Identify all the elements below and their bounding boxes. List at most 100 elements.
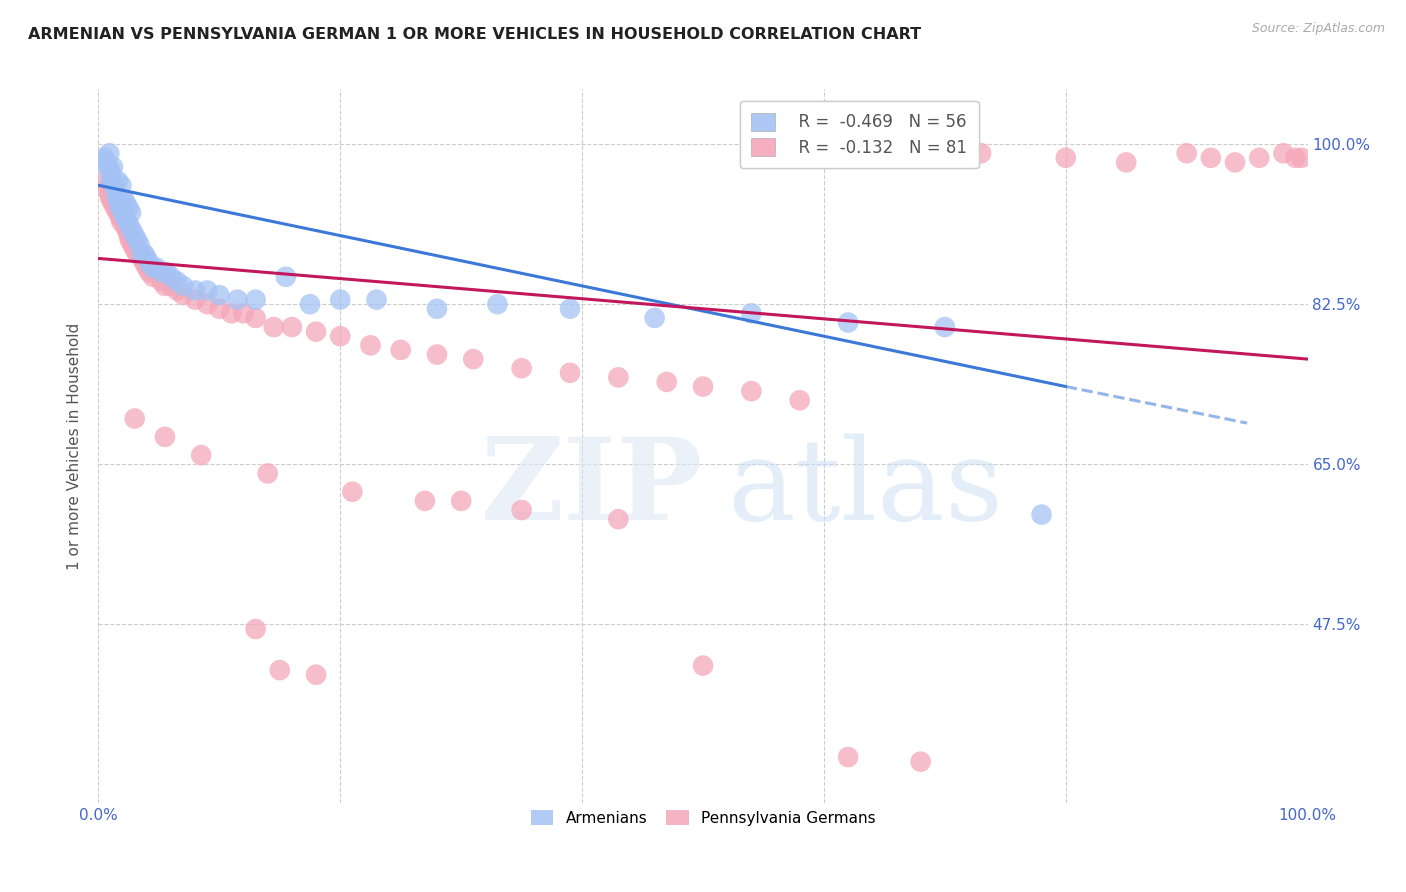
Point bbox=[789, 393, 811, 408]
Point bbox=[263, 320, 285, 334]
Text: ARMENIAN VS PENNSYLVANIA GERMAN 1 OR MORE VEHICLES IN HOUSEHOLD CORRELATION CHAR: ARMENIAN VS PENNSYLVANIA GERMAN 1 OR MOR… bbox=[28, 27, 921, 42]
Point bbox=[692, 658, 714, 673]
Point bbox=[100, 169, 122, 183]
Point bbox=[450, 494, 472, 508]
Point bbox=[105, 187, 128, 202]
Point bbox=[135, 252, 157, 266]
Point bbox=[118, 219, 141, 234]
Point bbox=[329, 329, 352, 343]
Point bbox=[274, 269, 297, 284]
Point bbox=[837, 316, 859, 330]
Text: Source: ZipAtlas.com: Source: ZipAtlas.com bbox=[1251, 22, 1385, 36]
Point bbox=[98, 187, 121, 202]
Point bbox=[124, 228, 146, 243]
Text: ZIP: ZIP bbox=[481, 434, 703, 544]
Point bbox=[172, 288, 194, 302]
Point bbox=[184, 293, 207, 307]
Point bbox=[1291, 151, 1313, 165]
Point bbox=[366, 293, 388, 307]
Point bbox=[1175, 146, 1198, 161]
Point bbox=[1249, 151, 1271, 165]
Point bbox=[110, 215, 132, 229]
Point bbox=[1054, 151, 1077, 165]
Point bbox=[103, 178, 125, 193]
Point bbox=[100, 192, 122, 206]
Legend: Armenians, Pennsylvania Germans: Armenians, Pennsylvania Germans bbox=[519, 797, 887, 838]
Point bbox=[160, 279, 183, 293]
Point bbox=[329, 293, 352, 307]
Point bbox=[135, 260, 157, 275]
Point bbox=[138, 265, 160, 279]
Point bbox=[360, 338, 382, 352]
Point bbox=[245, 293, 267, 307]
Point bbox=[145, 265, 167, 279]
Text: atlas: atlas bbox=[727, 434, 1004, 544]
Point bbox=[245, 310, 267, 325]
Point bbox=[127, 247, 149, 261]
Point bbox=[655, 375, 678, 389]
Point bbox=[226, 293, 249, 307]
Point bbox=[121, 237, 143, 252]
Point bbox=[934, 320, 956, 334]
Point bbox=[413, 494, 436, 508]
Point bbox=[208, 301, 231, 316]
Point bbox=[142, 260, 165, 275]
Point bbox=[281, 320, 304, 334]
Point bbox=[93, 151, 115, 165]
Point bbox=[150, 265, 173, 279]
Point bbox=[97, 160, 120, 174]
Point bbox=[166, 284, 188, 298]
Point bbox=[131, 247, 153, 261]
Point bbox=[124, 242, 146, 256]
Point bbox=[108, 211, 131, 225]
Point bbox=[114, 219, 136, 234]
Point bbox=[305, 667, 328, 681]
Point bbox=[118, 201, 141, 215]
Point bbox=[107, 205, 129, 219]
Point bbox=[558, 301, 581, 316]
Point bbox=[486, 297, 509, 311]
Point bbox=[510, 361, 533, 376]
Point bbox=[305, 325, 328, 339]
Point bbox=[115, 219, 138, 234]
Point bbox=[1272, 146, 1295, 161]
Point bbox=[910, 755, 932, 769]
Point bbox=[1199, 151, 1222, 165]
Point bbox=[190, 448, 212, 462]
Point bbox=[115, 196, 138, 211]
Point bbox=[117, 224, 139, 238]
Point bbox=[110, 178, 132, 193]
Point bbox=[1115, 155, 1137, 169]
Point bbox=[389, 343, 412, 357]
Point bbox=[740, 384, 762, 398]
Point bbox=[97, 183, 120, 197]
Point bbox=[510, 503, 533, 517]
Point bbox=[134, 256, 156, 270]
Point bbox=[108, 201, 131, 215]
Point bbox=[1223, 155, 1246, 169]
Point bbox=[131, 252, 153, 266]
Point bbox=[463, 352, 485, 367]
Point bbox=[195, 284, 218, 298]
Point bbox=[145, 260, 167, 275]
Point bbox=[101, 196, 124, 211]
Point bbox=[970, 146, 993, 161]
Point bbox=[105, 201, 128, 215]
Point bbox=[232, 306, 254, 320]
Point bbox=[100, 174, 122, 188]
Y-axis label: 1 or more Vehicles in Household: 1 or more Vehicles in Household bbox=[67, 322, 83, 570]
Point bbox=[120, 205, 142, 219]
Point bbox=[111, 205, 134, 219]
Point bbox=[299, 297, 322, 311]
Point bbox=[256, 467, 278, 481]
Point bbox=[1284, 151, 1306, 165]
Point bbox=[107, 174, 129, 188]
Point bbox=[107, 192, 129, 206]
Point bbox=[118, 233, 141, 247]
Point bbox=[138, 256, 160, 270]
Point bbox=[108, 196, 131, 211]
Point bbox=[184, 284, 207, 298]
Point bbox=[153, 279, 176, 293]
Point bbox=[221, 306, 243, 320]
Point bbox=[692, 379, 714, 393]
